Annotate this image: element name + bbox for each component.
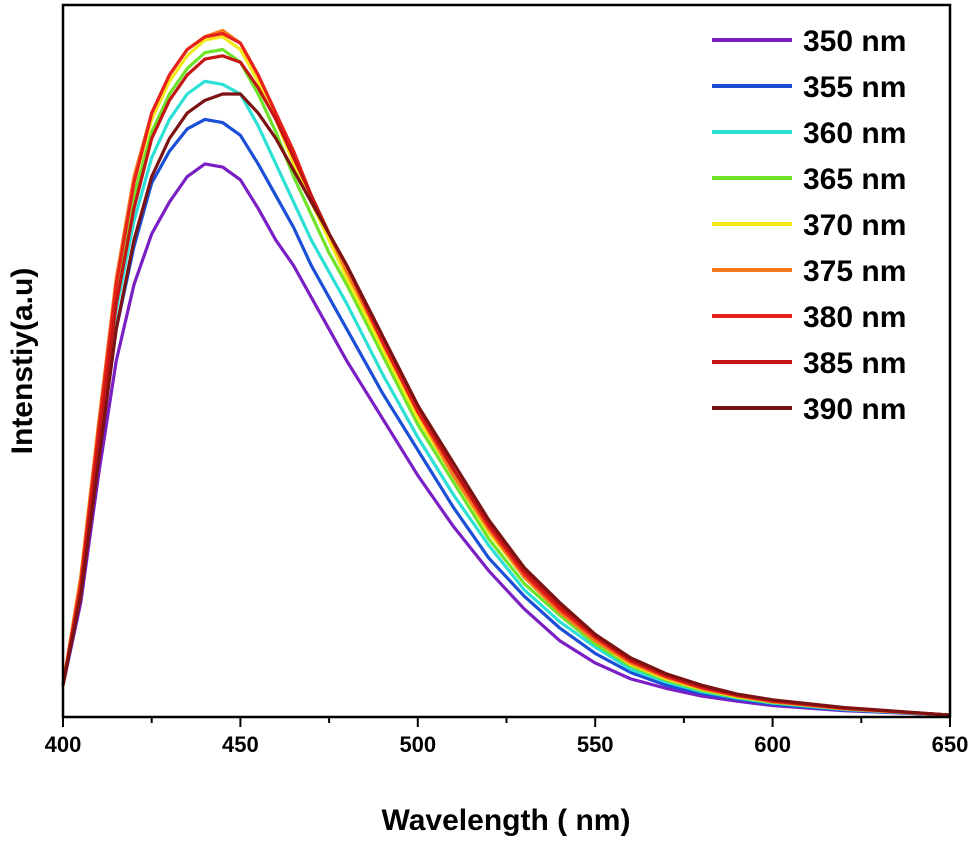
- x-axis-ticks: 400 450 500 550 600 650: [45, 717, 969, 757]
- series-line-385-nm: [61, 54, 951, 717]
- legend-label: 360 nm: [803, 117, 906, 150]
- y-axis-title: Intenstiy(a.u): [6, 268, 39, 455]
- x-tick-label: 500: [399, 732, 436, 757]
- plot-series-group: [61, 28, 951, 717]
- legend-label: 390 nm: [803, 393, 906, 426]
- series-line-355-nm: [61, 117, 951, 717]
- series-line-350-nm: [61, 162, 951, 717]
- x-tick-label: 550: [577, 732, 614, 757]
- legend-label: 365 nm: [803, 163, 906, 196]
- legend: 350 nm 355 nm 360 nm 365 nm 370 nm 375 nm 380 …: [712, 25, 906, 426]
- x-tick-label: 400: [45, 732, 82, 757]
- series-line-360-nm: [61, 79, 951, 717]
- legend-label: 385 nm: [803, 347, 906, 380]
- legend-label: 375 nm: [803, 255, 906, 288]
- x-tick-label: 600: [754, 732, 791, 757]
- legend-label: 355 nm: [803, 71, 906, 104]
- x-tick-label: 450: [222, 732, 259, 757]
- legend-label: 350 nm: [803, 25, 906, 58]
- legend-label: 370 nm: [803, 209, 906, 242]
- x-axis-title: Wavelength ( nm): [382, 804, 631, 837]
- x-tick-label: 650: [932, 732, 969, 757]
- legend-label: 380 nm: [803, 301, 906, 334]
- series-line-390-nm: [61, 92, 951, 717]
